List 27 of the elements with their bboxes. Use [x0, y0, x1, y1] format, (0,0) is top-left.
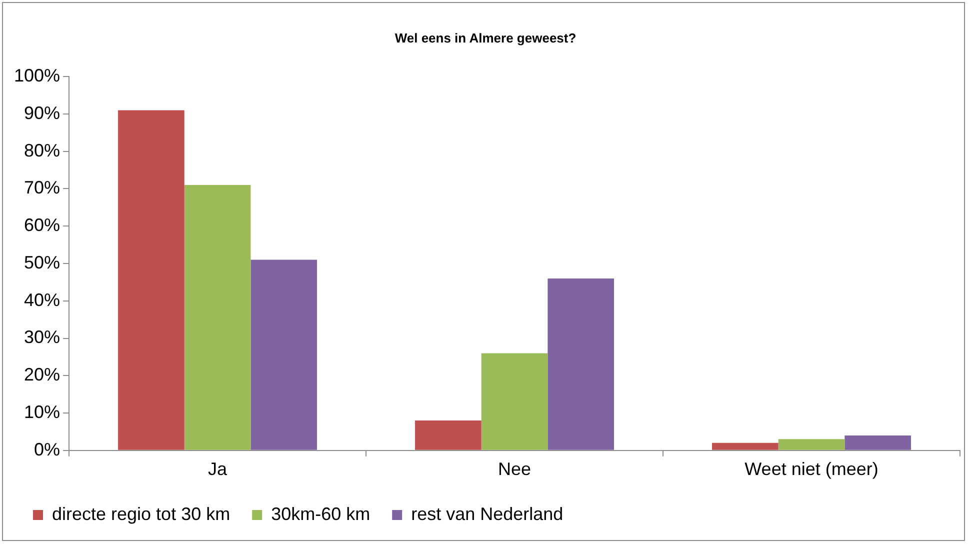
y-tick-label: 30%	[24, 327, 60, 348]
legend-label: directe regio tot 30 km	[52, 504, 230, 524]
chart-title: Wel eens in Almere geweest?	[394, 30, 576, 46]
y-tick-label: 90%	[24, 102, 60, 123]
y-tick-label: 20%	[24, 364, 60, 385]
bar	[548, 278, 614, 450]
bar	[778, 439, 845, 450]
x-tick-label: Ja	[208, 459, 228, 480]
y-tick-label: 50%	[24, 252, 60, 272]
y-tick-label: 10%	[24, 402, 60, 422]
bar	[481, 353, 548, 450]
x-tick-label: Weet niet (meer)	[744, 459, 878, 480]
bar	[184, 185, 251, 450]
bar	[712, 442, 778, 450]
bar	[250, 260, 318, 450]
legend-label: 30km-60 km	[271, 504, 370, 524]
bar	[415, 420, 482, 450]
y-tick-label: 70%	[24, 178, 60, 198]
y-tick-label: 60%	[24, 215, 60, 236]
legend-label: rest van Nederland	[411, 504, 564, 524]
y-tick-label: 100%	[14, 66, 60, 86]
bar	[118, 110, 184, 450]
bar	[844, 435, 911, 450]
y-tick-label: 80%	[24, 140, 60, 160]
y-tick-label: 40%	[24, 290, 60, 310]
y-tick-label: 0%	[34, 439, 60, 460]
x-tick-label: Nee	[498, 459, 532, 480]
